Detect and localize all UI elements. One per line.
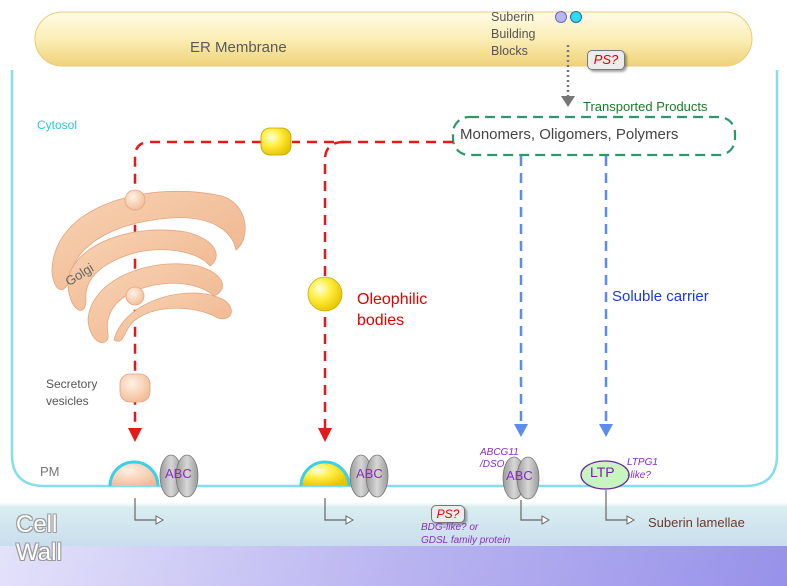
- fused-secretory-vesicle-membrane: [108, 460, 160, 487]
- monomers-oligomers-polymers-label: Monomers, Oligomers, Polymers: [460, 126, 679, 143]
- er-membrane-label: ER Membrane: [190, 39, 287, 56]
- abcg11-dso-label: ABCG11 /DSO: [480, 447, 530, 471]
- suberin-label-line1: Suberin: [491, 10, 535, 24]
- secretory-vesicle: [119, 373, 151, 403]
- oleophilic-body: [307, 276, 343, 312]
- fused-oleophilic-body-membrane: [299, 460, 351, 487]
- plasma-membrane-label: PM: [40, 464, 60, 479]
- lipid-carrier-vesicle: [260, 127, 292, 156]
- secretory-label-line1: Secretory: [46, 377, 98, 391]
- oleophilic-label-line2: bodies: [357, 311, 405, 329]
- abc-label-3: ABC: [506, 468, 533, 483]
- suberin-label-line3: Blocks: [491, 43, 528, 58]
- er-export-arrowhead: [561, 96, 575, 107]
- secretory-vesicles-label: Secretory vesicles: [46, 376, 126, 411]
- ltpg1-label-line2: -like?: [627, 469, 651, 481]
- transported-products-box: [451, 115, 737, 157]
- abc-label-2: ABC: [356, 466, 383, 481]
- building-block-dot-purple: [555, 11, 567, 23]
- er-membrane: [34, 11, 753, 67]
- export-arrowheads: [155, 515, 636, 525]
- cell-outline: [10, 70, 779, 488]
- fused-oleophilic-body: [301, 462, 349, 486]
- cell-wall-label: Cell Wall: [16, 511, 86, 568]
- golgi-apparatus: [51, 189, 246, 343]
- bdg-label-line2: GDSL family protein: [421, 535, 511, 546]
- abc-transporter-1: [159, 454, 199, 498]
- suberin-label-line2: Building: [491, 26, 536, 41]
- bdg-label-line1: BDG-like? or: [421, 522, 479, 533]
- oleophilic-path: [323, 140, 345, 430]
- abcg11-label-line1: ABCG11: [480, 447, 519, 458]
- cell-wall-line2: Wall: [16, 539, 62, 567]
- abc-transporter-3: [502, 456, 540, 500]
- ltpg1-like-label: LTPG1 -like?: [627, 457, 687, 482]
- oleophilic-bodies-label: Oleophilic bodies: [357, 290, 457, 332]
- oleophilic-arrowhead: [318, 428, 332, 442]
- abc-transporter-2: [349, 454, 389, 498]
- ltpg1-label-line1: LTPG1: [627, 457, 658, 468]
- ps-box-top: PS?: [587, 50, 625, 70]
- abc-soluble-arrowhead: [514, 424, 528, 437]
- cytosol-label: Cytosol: [37, 118, 78, 132]
- abc-label-1: ABC: [165, 466, 192, 481]
- soluble-carrier-label: Soluble carrier: [612, 288, 709, 305]
- cell-wall-lower: [0, 546, 787, 586]
- ltp-soluble-arrowhead: [599, 424, 613, 437]
- suberin-building-blocks-label: Suberin Building Blocks: [491, 9, 551, 60]
- abcg11-label-line2: /DSO: [480, 459, 505, 470]
- bdg-gdsl-label: BDG-like? or GDSL family protein: [421, 521, 551, 547]
- export-arrows: [134, 490, 629, 521]
- oleophilic-label-line1: Oleophilic: [357, 291, 428, 308]
- secretory-label-line2: vesicles: [46, 394, 89, 409]
- building-block-dot-cyan: [570, 11, 582, 23]
- suberin-lamellae-label: Suberin lamellae: [648, 515, 745, 530]
- transported-products-label: Transported Products: [583, 99, 708, 114]
- fused-secretory-vesicle: [110, 462, 158, 486]
- secretory-path-left: [133, 140, 262, 430]
- ltp-protein: [580, 460, 630, 490]
- secretory-arrowhead: [128, 428, 142, 442]
- ps-box-bottom: PS?: [431, 505, 465, 523]
- cell-wall-line1: Cell: [16, 511, 58, 538]
- ltp-label: LTP: [590, 464, 615, 480]
